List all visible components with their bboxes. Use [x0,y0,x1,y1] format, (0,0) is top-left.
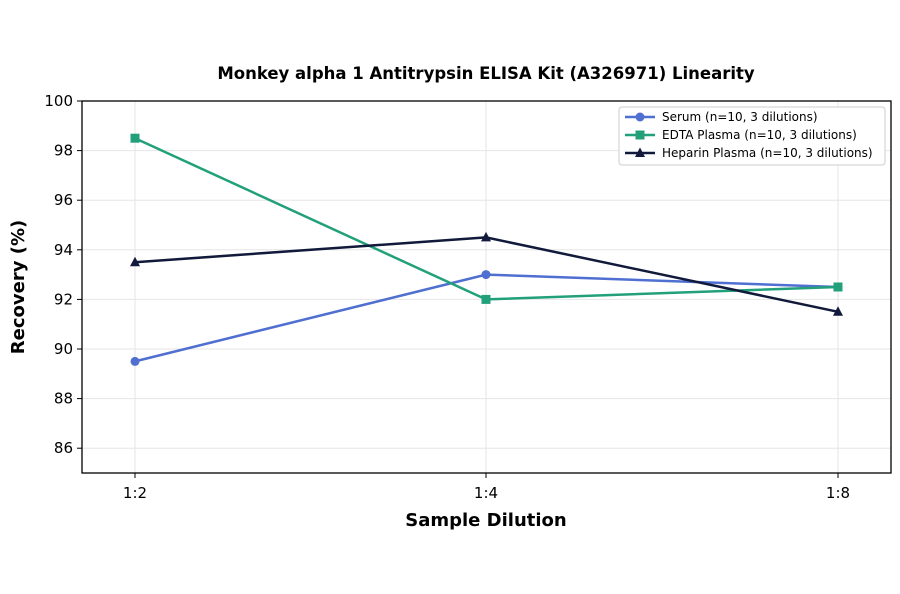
legend-label: Heparin Plasma (n=10, 3 dilutions) [662,146,873,160]
legend-item: Serum (n=10, 3 dilutions) [625,110,818,124]
data-point [481,270,491,280]
legend-label: EDTA Plasma (n=10, 3 dilutions) [662,128,857,142]
legend-marker [635,147,645,157]
chart-title: Monkey alpha 1 Antitrypsin ELISA Kit (A3… [217,64,755,83]
legend-item: EDTA Plasma (n=10, 3 dilutions) [625,128,857,142]
y-tick-label: 96 [54,191,73,209]
legend-label: Serum (n=10, 3 dilutions) [662,110,818,124]
data-point [481,294,491,304]
y-tick-label: 92 [54,290,73,308]
data-point [833,282,843,292]
y-tick-label: 86 [54,439,73,457]
x-tick-label: 1:2 [123,484,147,502]
data-point [833,306,843,316]
y-tick-label: 94 [54,241,73,259]
y-tick-label: 100 [44,92,73,110]
legend-box [618,106,886,166]
data-point [130,256,140,267]
axis-ticks: 86 88 90 92 94 96 98 100 1:2 1:4 1:8 [44,92,850,502]
series-2 [130,133,843,304]
data-point [130,133,140,143]
series-layer [130,133,843,366]
data-point [130,356,140,366]
x-tick-label: 1:4 [474,484,498,502]
legend-marker [635,130,645,140]
y-axis-label: Recovery (%) [8,220,29,354]
legend-marker [635,112,645,122]
data-point [481,231,491,242]
x-axis-label: Sample Dilution [405,510,566,531]
y-tick-label: 90 [54,340,73,358]
x-tick-label: 1:8 [826,484,850,502]
y-tick-label: 98 [54,142,73,160]
legend-item: Heparin Plasma (n=10, 3 dilutions) [625,146,873,160]
legend: Serum (n=10, 3 dilutions) EDTA Plasma (n=… [618,106,886,166]
y-tick-label: 88 [54,390,73,408]
series-3 [130,231,843,316]
